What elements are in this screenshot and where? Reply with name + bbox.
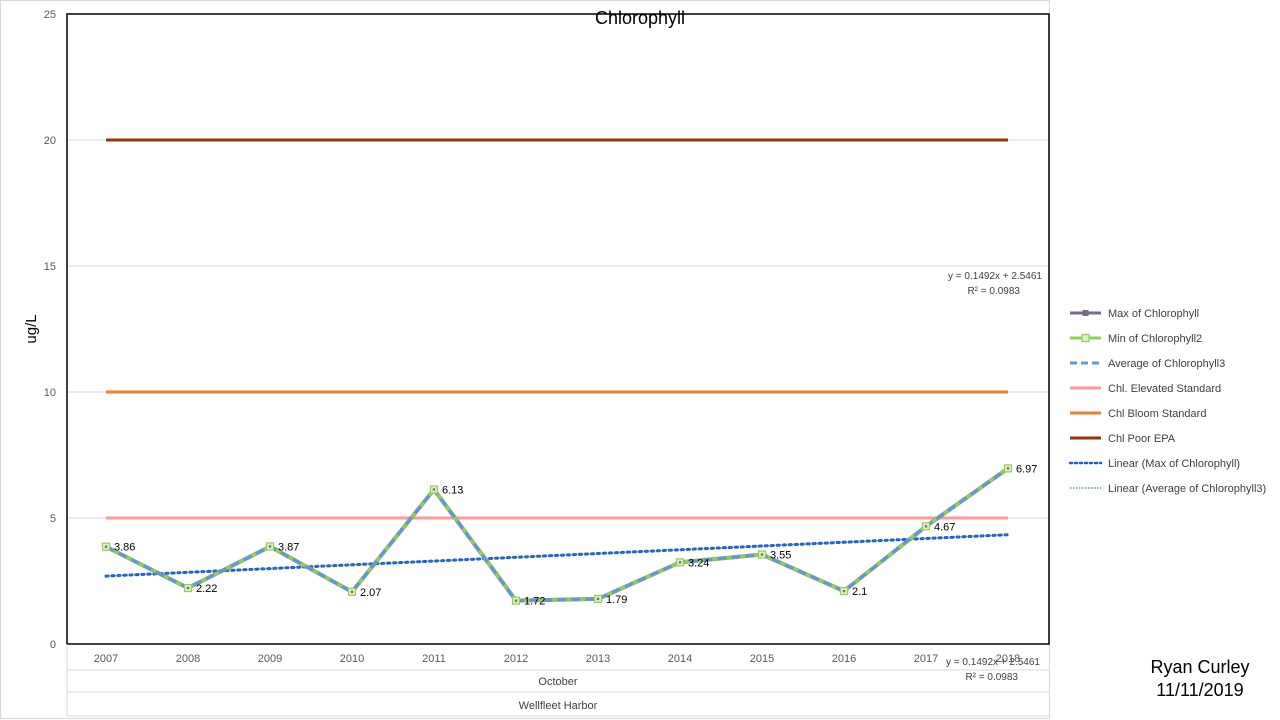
legend-label: Min of Chlorophyll2 xyxy=(1108,333,1202,345)
data-label: 6.97 xyxy=(1016,463,1037,475)
data-point-center xyxy=(432,488,436,491)
plot-area-border xyxy=(66,13,1050,645)
legend-label: Chl. Elevated Standard xyxy=(1108,383,1221,395)
data-label: 2.1 xyxy=(852,586,867,598)
data-point-center xyxy=(104,545,108,548)
trendline-equation: y = 0.1492x + 2.5461 xyxy=(948,271,1042,282)
trendline xyxy=(105,534,1009,577)
author-date: 11/11/2019 xyxy=(1156,680,1244,700)
x-axis-ticks: 2007 2008 2009 2010 2011 2012 2013 2014 2015 2016… xyxy=(94,653,1020,665)
data-point-center xyxy=(186,586,190,590)
y-tick-label: 5 xyxy=(50,513,56,525)
data-labels: 3.86 2.22 3.87 2.07 6.13 1.72 1.79 3.24 3.55 2.1 4… xyxy=(114,463,1037,607)
data-label: 2.07 xyxy=(360,587,381,599)
x-tick-label: 2009 xyxy=(258,653,282,665)
legend-label: Linear (Average of Chlorophyll3) xyxy=(1108,483,1266,495)
data-point-center xyxy=(924,525,928,528)
chart-area-border xyxy=(0,0,1050,719)
y-tick-label: 0 xyxy=(50,639,56,651)
group-label-month: October xyxy=(538,676,577,688)
x-tick-label: 2015 xyxy=(750,653,774,665)
chart-title: Chlorophyll xyxy=(595,8,685,28)
y-axis-ticks: 0 5 10 15 20 25 xyxy=(44,9,56,651)
legend-label: Max of Chlorophyll xyxy=(1108,308,1199,320)
x-tick-label: 2017 xyxy=(914,653,938,665)
y-tick-label: 25 xyxy=(44,9,56,21)
data-label: 3.86 xyxy=(114,542,135,554)
group-label-site: Wellfleet Harbor xyxy=(519,700,598,712)
x-tick-label: 2018 xyxy=(996,653,1020,665)
series-line xyxy=(105,466,1010,603)
series xyxy=(104,138,1010,603)
y-tick-label: 20 xyxy=(44,135,56,147)
data-label: 6.13 xyxy=(442,485,463,497)
data-label: 3.87 xyxy=(278,541,299,553)
legend-marker xyxy=(1082,310,1089,316)
series-line xyxy=(105,467,1009,603)
legend-marker xyxy=(1081,333,1090,343)
data-label: 1.79 xyxy=(606,594,627,606)
data-point-center xyxy=(1006,467,1010,470)
x-tick-label: 2007 xyxy=(94,653,118,665)
x-tick-label: 2012 xyxy=(504,653,528,665)
y-tick-label: 10 xyxy=(44,387,56,399)
trendline-r2: R² = 0.0983 xyxy=(965,672,1018,683)
data-point-center xyxy=(842,589,846,593)
legend: Max of Chlorophyll Min of Chlorophyll2 Ave… xyxy=(1068,308,1266,495)
data-label: 3.24 xyxy=(688,557,709,569)
x-tick-label: 2014 xyxy=(668,653,692,665)
data-point-center xyxy=(268,545,272,548)
data-label: 4.67 xyxy=(934,521,955,533)
data-point-center xyxy=(678,561,682,564)
x-tick-label: 2011 xyxy=(422,653,446,665)
y-tick-label: 15 xyxy=(44,261,56,273)
data-label: 1.72 xyxy=(524,596,545,608)
legend-label: Average of Chlorophyll3 xyxy=(1108,358,1225,370)
trendline-label-lower: y = 0.1492x + 2.5461 R² = 0.0983 xyxy=(946,657,1040,683)
markers xyxy=(101,464,1013,605)
trendline-equation: y = 0.1492x + 2.5461 xyxy=(946,657,1040,668)
legend-label: Chl Bloom Standard xyxy=(1108,408,1206,420)
data-point-center xyxy=(760,553,764,556)
x-tick-label: 2013 xyxy=(586,653,610,665)
data-point-center xyxy=(350,590,354,594)
legend-label: Chl Poor EPA xyxy=(1108,433,1176,445)
data-label: 3.55 xyxy=(770,550,791,562)
category-axis-box xyxy=(66,644,1049,717)
data-label: 2.22 xyxy=(196,583,217,595)
author-name: Ryan Curley xyxy=(1150,657,1250,677)
author-signature: Ryan Curley 11/11/2019 xyxy=(1140,656,1260,702)
legend-label: Linear (Max of Chlorophyll) xyxy=(1108,458,1240,470)
y-axis-label: ug/L xyxy=(23,314,40,343)
x-tick-label: 2008 xyxy=(176,653,200,665)
trendline-label-upper: y = 0.1492x + 2.5461 R² = 0.0983 xyxy=(948,271,1042,297)
x-tick-label: 2016 xyxy=(832,653,856,665)
trendline-r2: R² = 0.0983 xyxy=(967,286,1020,297)
series-line xyxy=(105,466,1010,603)
data-point-center xyxy=(514,599,518,602)
gridlines xyxy=(67,139,1049,519)
x-tick-label: 2010 xyxy=(340,653,364,665)
data-point-center xyxy=(596,597,600,601)
